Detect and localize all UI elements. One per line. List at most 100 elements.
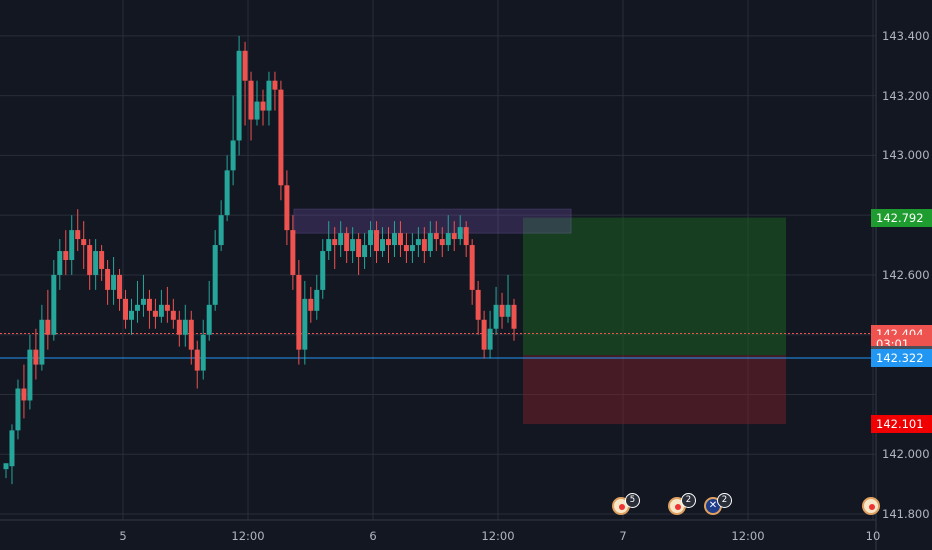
resistance-box	[293, 208, 572, 234]
candle-body	[129, 310, 135, 320]
candle-body	[457, 227, 463, 240]
calendar-event-icon[interactable]	[862, 497, 880, 515]
stop-zone	[523, 355, 786, 425]
candle-body	[326, 239, 332, 252]
candle-body	[164, 304, 170, 311]
x-tick-label: 12:00	[231, 529, 265, 543]
candle-body	[140, 298, 146, 305]
candle-body	[505, 304, 511, 317]
candle-body	[39, 319, 45, 365]
y-tick-label: 143.200	[882, 88, 930, 103]
candle-body	[338, 233, 344, 246]
candle-body	[433, 233, 439, 240]
price-tag: 142.322	[871, 349, 932, 368]
candle-body	[170, 310, 176, 320]
candle-body	[385, 239, 391, 246]
candle-body	[188, 319, 194, 350]
candle-body	[33, 349, 39, 365]
candle-body	[224, 170, 230, 216]
y-tick-label: 142.000	[882, 447, 930, 462]
candle-body	[123, 298, 129, 320]
candle-body	[397, 233, 403, 246]
candle-body	[463, 227, 469, 246]
candle-body	[57, 251, 63, 275]
candle-body	[9, 430, 15, 467]
candle-body	[439, 239, 445, 246]
flag-event-icon[interactable]: ✕ 2	[704, 493, 732, 515]
candle-body	[27, 349, 33, 401]
x-tick-label: 6	[369, 529, 377, 543]
y-tick-label: 142.600	[882, 267, 930, 282]
candle-body	[409, 245, 415, 252]
candle-body	[134, 304, 140, 311]
candle-body	[63, 251, 69, 260]
candle-body	[21, 388, 27, 401]
x-tick-label: 7	[619, 529, 627, 543]
candle-body	[146, 298, 152, 311]
candle-body	[487, 328, 493, 350]
candle-body	[344, 233, 350, 252]
candle-body	[511, 304, 517, 329]
candle-body	[284, 185, 290, 231]
candle-body	[290, 230, 296, 275]
candle-body	[200, 334, 206, 371]
event-count-badge: 5	[625, 493, 640, 508]
candle-body	[499, 304, 505, 317]
candle-body	[356, 239, 362, 258]
candle-body	[99, 251, 105, 269]
candle-body	[314, 289, 320, 311]
y-tick-label: 143.000	[882, 148, 930, 163]
target-zone	[523, 217, 786, 356]
candle-body	[451, 233, 457, 240]
candle-body	[415, 239, 421, 246]
candle-body	[230, 140, 236, 171]
candle-body	[296, 274, 302, 350]
candle-body	[308, 298, 314, 311]
candle-body	[332, 239, 338, 246]
candle-body	[158, 304, 164, 317]
candle-body	[445, 233, 451, 246]
candle-body	[105, 268, 111, 290]
price-tag: 142.792	[871, 208, 932, 227]
candle-body	[380, 239, 386, 252]
candle-body	[362, 245, 368, 258]
x-tick-label: 12:00	[481, 529, 515, 543]
candle-body	[111, 274, 117, 290]
candle-body	[176, 319, 182, 335]
event-count-badge: 2	[681, 493, 696, 508]
price-tag: 142.101	[871, 415, 932, 434]
candle-body	[218, 215, 224, 246]
x-tick-label: 10	[865, 529, 881, 543]
candle-body	[51, 274, 57, 335]
candle-body	[481, 319, 487, 350]
candle-body	[45, 319, 51, 335]
candle-body	[278, 89, 284, 186]
candle-body	[475, 289, 481, 320]
candle-body	[374, 230, 380, 252]
candle-body	[87, 245, 93, 275]
y-tick-label: 141.800	[882, 507, 930, 522]
candle-body	[117, 274, 123, 299]
candle-body	[212, 245, 218, 305]
candle-body	[182, 319, 188, 335]
calendar-event-icon[interactable]: 5	[612, 493, 640, 515]
candle-body	[391, 233, 397, 246]
candle-body	[254, 101, 260, 120]
candle-body	[81, 239, 87, 246]
candle-body	[421, 239, 427, 252]
calendar-event-icon[interactable]: 2	[668, 493, 696, 515]
event-count-badge: 2	[717, 493, 732, 508]
candle-body	[260, 101, 266, 111]
candle-body	[194, 349, 200, 371]
candle-body	[368, 230, 374, 246]
x-tick-label: 5	[119, 529, 127, 543]
candle-body	[469, 245, 475, 290]
y-tick-label: 143.400	[882, 28, 930, 43]
candle-body	[302, 298, 308, 350]
candle-body	[493, 304, 499, 329]
candle-body	[93, 251, 99, 275]
x-tick-label: 12:00	[731, 529, 765, 543]
candle-body	[206, 304, 212, 335]
candle-body	[15, 388, 21, 431]
